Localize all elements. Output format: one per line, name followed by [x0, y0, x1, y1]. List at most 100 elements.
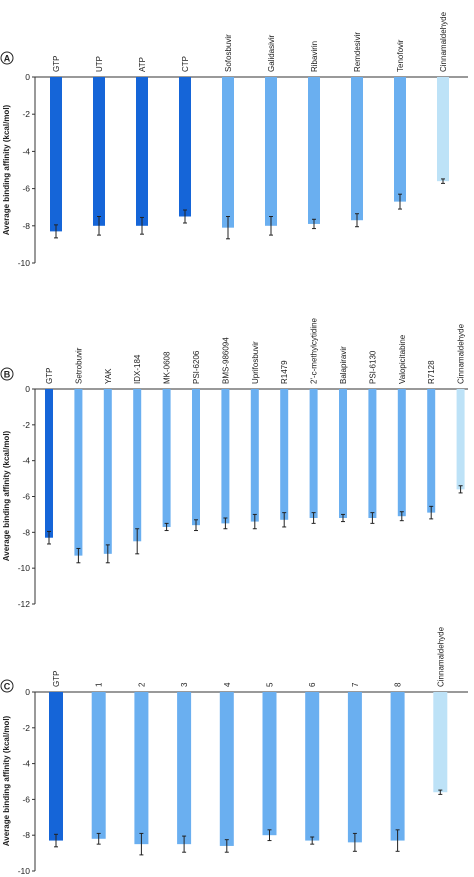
- panel-a-bar: [308, 77, 320, 224]
- panel-b-bar: [133, 389, 142, 542]
- panel-a-category-label: Ribavirin: [310, 41, 319, 72]
- panel-b-category-label: Valopicitabine: [398, 334, 407, 384]
- panel-c-bar: [134, 692, 149, 845]
- panel-b: 0 -2 -4 -6 -8 -10 -12 Average binding affinity …: [0, 317, 468, 609]
- panel-b-bar: [456, 389, 465, 490]
- panel-b-bar: [339, 389, 347, 518]
- panel-a-category-label: UTP: [95, 56, 104, 72]
- panel-b-y-tick-label: -2: [22, 420, 30, 430]
- panel-c-category-label: 8: [394, 682, 403, 687]
- panel-a-bar: [93, 77, 105, 226]
- panel-c-category-label: Cinnamaldehyde: [436, 626, 445, 687]
- panel-a-category-label: Remdesivir: [353, 32, 362, 72]
- panel-c-bar: [347, 692, 362, 843]
- panel-a-y-tick-label: -2: [22, 109, 30, 119]
- panel-a-bar: [179, 77, 191, 217]
- panel-c-y-tick-label: -6: [22, 794, 30, 804]
- panel-c-label-circle: [0, 679, 14, 693]
- panel-c-category-label: 5: [266, 682, 275, 687]
- panel-b-y-tick-label: -6: [22, 492, 30, 502]
- panel-b-category-label: IDX-184: [133, 354, 142, 384]
- panel-a-bar: [222, 77, 234, 228]
- panel-b-category-label: Cinnamaldehyde: [457, 323, 466, 384]
- panel-a-y-tick-label: 0: [25, 72, 30, 82]
- panel-b-category-label: BMS-986094: [221, 337, 230, 384]
- panel-c-label: C: [4, 681, 11, 691]
- panel-b-label-circle: [0, 367, 14, 381]
- panel-b-y-tick-label: -4: [22, 456, 30, 466]
- panel-b-category-label: 2'-c-methylcytidine: [310, 317, 319, 384]
- panel-a-category-label: Cinnamaldehyde: [439, 11, 448, 72]
- panel-c-category-label: 1: [95, 682, 104, 687]
- panel-a-bar: [50, 77, 62, 232]
- panel-a: 0 -2 -4 -6 -8 -10 Average binding affinity (kc…: [0, 11, 468, 268]
- panel-c-category-label: 6: [308, 682, 317, 687]
- panel-b-bar: [45, 389, 53, 538]
- panel-b-category-label: R1479: [280, 360, 289, 384]
- panel-b-category-label: PSI-6206: [192, 350, 201, 384]
- panel-b-category-label: GTP: [45, 368, 54, 384]
- panel-c-category-label: 7: [351, 682, 360, 687]
- panel-c-bar: [49, 692, 63, 841]
- panel-a-bar: [136, 77, 148, 226]
- panel-a-y-tick-label: -10: [18, 258, 31, 268]
- panel-b-category-label: MK-0608: [163, 351, 172, 384]
- panel-b-bar: [192, 389, 200, 526]
- panel-c-y-tick-label: -4: [22, 759, 30, 769]
- panel-c-y-tick-label: 0: [25, 687, 30, 697]
- panel-b-category-label: R7128: [427, 360, 436, 384]
- panel-a-y-axis-title: Average binding affinity (kcal/mol): [2, 104, 11, 235]
- panel-c-y-tick-label: -8: [22, 830, 30, 840]
- panel-a-bar: [351, 77, 363, 221]
- panel-c-category-label: 3: [180, 682, 189, 687]
- panel-b-category-label: Balapiravir: [339, 346, 348, 384]
- panel-b-label: B: [4, 369, 11, 379]
- panel-b-bar: [368, 389, 377, 518]
- panel-c-bar: [91, 692, 106, 839]
- panel-a-label-circle: [0, 51, 14, 65]
- panel-b-category-label: Uprifosbuvir: [251, 341, 260, 384]
- panel-b-bar: [162, 389, 171, 527]
- panel-b-bar: [74, 389, 83, 556]
- panel-c-category-label: GTP: [52, 671, 61, 687]
- panel-a-label: A: [4, 53, 11, 63]
- panel-c-bar: [219, 692, 234, 846]
- panel-a-bar: [265, 77, 277, 226]
- panel-b-bar: [427, 389, 436, 513]
- panel-b-bar: [250, 389, 259, 522]
- panel-b-y-tick-label: -10: [18, 563, 31, 573]
- panel-b-category-label: YAK: [104, 368, 113, 384]
- panel-b-bar: [103, 389, 112, 554]
- panel-b-category-label: Setrobuvir: [74, 347, 83, 384]
- panel-a-category-label: Sofosbuvir: [224, 34, 233, 72]
- panel-c-category-label: 2: [137, 682, 146, 687]
- panel-c-bar: [177, 692, 192, 845]
- panel-b-category-label: PSI-6130: [368, 350, 377, 384]
- panel-a-y-tick-label: -6: [22, 184, 30, 194]
- panel-c-bar: [262, 692, 277, 836]
- panel-c: 0 -2 -4 -6 -8 -10 Average binding affinity (kc…: [0, 626, 468, 876]
- panel-b-y-tick-label: 0: [25, 384, 30, 394]
- panel-c-y-tick-label: -10: [18, 866, 31, 876]
- panel-a-bar: [437, 77, 449, 182]
- panel-b-y-tick-label: -8: [22, 527, 30, 537]
- panel-a-category-label: Galidasivir: [267, 34, 276, 72]
- panel-b-bar: [280, 389, 289, 520]
- panel-a-category-label: GTP: [52, 56, 61, 72]
- panel-c-bar: [390, 692, 405, 841]
- panel-c-bar: [305, 692, 320, 841]
- panel-a-y-tick-label: -4: [22, 146, 30, 156]
- panel-a-category-label: CTP: [181, 56, 190, 72]
- panel-b-bar: [309, 389, 318, 518]
- panel-b-y-axis-title: Average binding affinity (kcal/mol): [2, 430, 11, 561]
- panel-a-bar: [394, 77, 406, 202]
- panel-c-bar: [433, 692, 448, 793]
- panel-b-bar: [221, 389, 230, 524]
- panel-c-y-axis-title: Average binding affinity (kcal/mol): [2, 715, 11, 846]
- panel-c-y-tick-label: -2: [22, 723, 30, 733]
- panel-a-category-label: Tenofovir: [396, 39, 405, 72]
- panel-b-bar: [397, 389, 406, 517]
- panel-a-y-tick-label: -8: [22, 221, 30, 231]
- panel-c-category-label: 4: [223, 682, 232, 687]
